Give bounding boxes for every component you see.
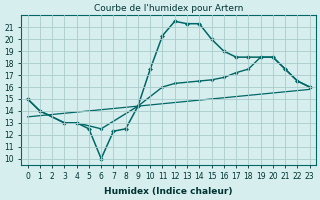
X-axis label: Humidex (Indice chaleur): Humidex (Indice chaleur) bbox=[104, 187, 233, 196]
Title: Courbe de l'humidex pour Artern: Courbe de l'humidex pour Artern bbox=[94, 4, 243, 13]
